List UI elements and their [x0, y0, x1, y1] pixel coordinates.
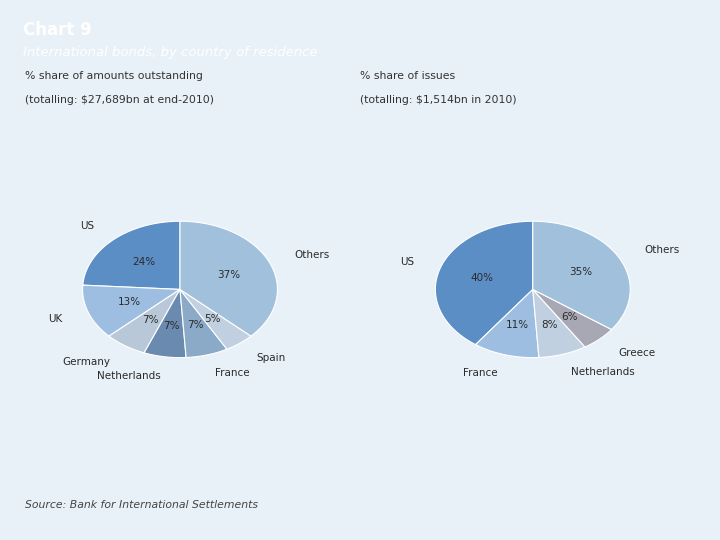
- Text: (totalling: $27,689bn at end-2010): (totalling: $27,689bn at end-2010): [24, 95, 214, 105]
- Text: International bonds, by country of residence: International bonds, by country of resid…: [23, 46, 318, 59]
- Text: France: France: [215, 368, 249, 378]
- Text: 8%: 8%: [541, 320, 557, 330]
- Text: 6%: 6%: [561, 312, 577, 322]
- Text: Chart 9: Chart 9: [23, 21, 92, 39]
- Polygon shape: [180, 289, 227, 357]
- Text: 5%: 5%: [204, 314, 221, 324]
- Text: 24%: 24%: [132, 257, 155, 267]
- Text: Others: Others: [644, 245, 679, 255]
- Text: US: US: [81, 221, 94, 231]
- Text: 7%: 7%: [163, 321, 180, 332]
- Polygon shape: [83, 221, 180, 289]
- Text: UK: UK: [48, 314, 63, 324]
- Polygon shape: [533, 289, 585, 357]
- Polygon shape: [180, 289, 251, 349]
- Polygon shape: [533, 289, 611, 347]
- Text: 35%: 35%: [569, 267, 592, 278]
- Polygon shape: [180, 221, 277, 336]
- Text: 7%: 7%: [186, 320, 203, 330]
- Text: 37%: 37%: [217, 269, 240, 280]
- Text: % share of amounts outstanding: % share of amounts outstanding: [24, 71, 202, 81]
- Polygon shape: [109, 289, 180, 353]
- Text: Source: Bank for International Settlements: Source: Bank for International Settlemen…: [24, 500, 258, 510]
- Text: Others: Others: [294, 250, 330, 260]
- Polygon shape: [475, 289, 539, 357]
- Text: France: France: [464, 368, 498, 378]
- Text: % share of issues: % share of issues: [360, 71, 455, 81]
- Text: 40%: 40%: [470, 273, 493, 283]
- Text: Netherlands: Netherlands: [96, 370, 161, 381]
- Text: (totalling: $1,514bn in 2010): (totalling: $1,514bn in 2010): [360, 95, 517, 105]
- Polygon shape: [533, 221, 630, 329]
- Text: US: US: [400, 258, 414, 267]
- Text: Netherlands: Netherlands: [572, 367, 635, 377]
- Polygon shape: [436, 221, 533, 345]
- Polygon shape: [144, 289, 186, 357]
- Text: Greece: Greece: [618, 348, 655, 358]
- Text: 13%: 13%: [118, 297, 141, 307]
- Text: 7%: 7%: [142, 315, 158, 326]
- Text: 11%: 11%: [506, 320, 529, 330]
- Text: Germany: Germany: [62, 356, 110, 367]
- Text: Spain: Spain: [256, 353, 286, 363]
- Polygon shape: [83, 285, 180, 336]
